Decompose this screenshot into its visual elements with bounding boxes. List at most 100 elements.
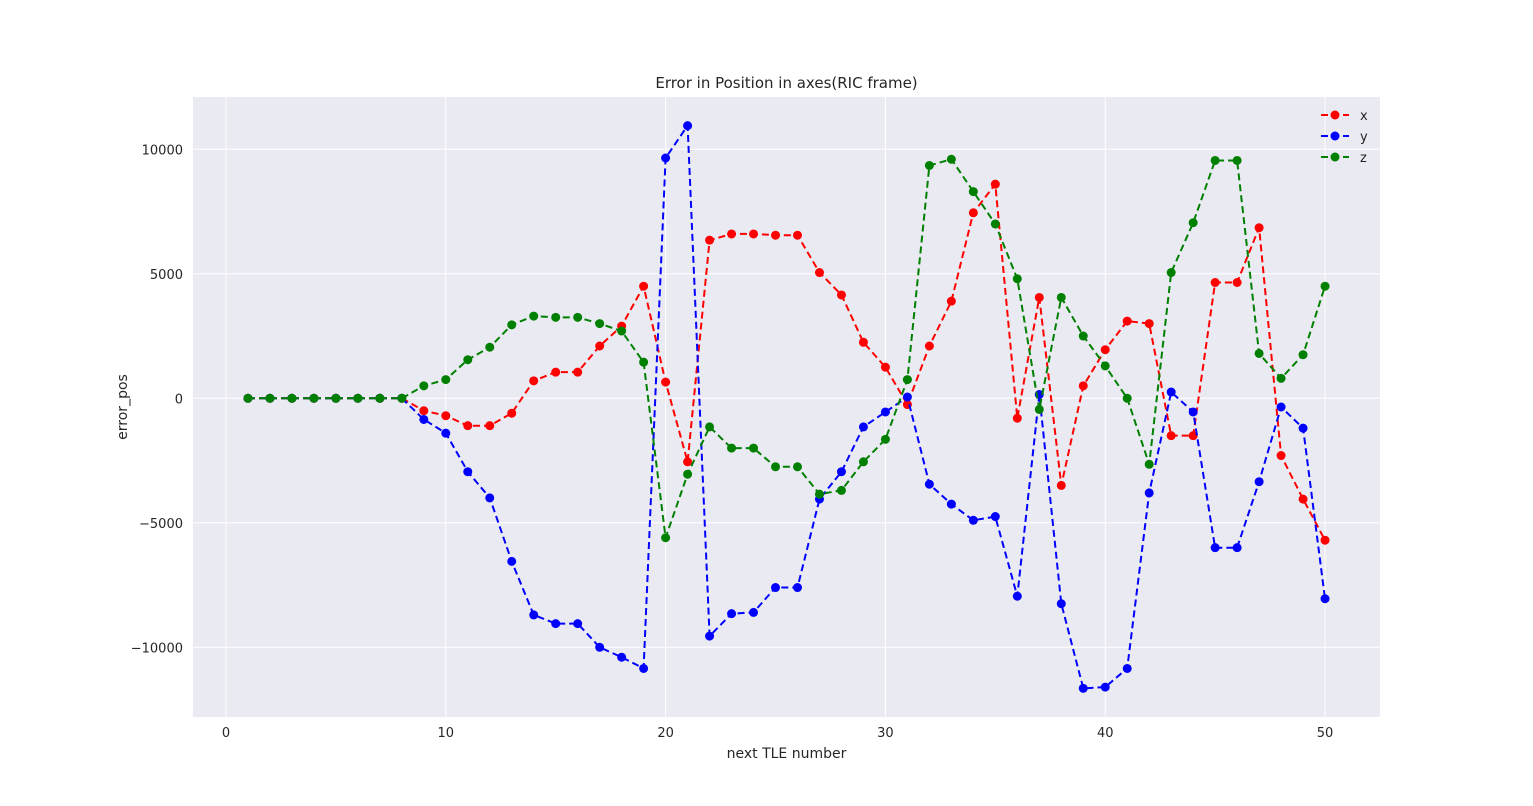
data-point-z — [419, 381, 429, 391]
data-point-z — [1210, 155, 1220, 165]
series-y — [243, 121, 1330, 693]
data-point-z — [463, 355, 473, 365]
data-point-z — [902, 375, 912, 385]
data-point-z — [990, 219, 1000, 229]
data-point-y — [1144, 488, 1154, 498]
legend-item-z: z — [1321, 151, 1367, 166]
data-point-x — [595, 341, 605, 351]
data-point-y — [1210, 543, 1220, 553]
data-point-z — [727, 443, 737, 453]
data-point-x — [1100, 345, 1110, 355]
data-point-z — [595, 319, 605, 329]
data-point-y — [507, 556, 517, 566]
data-point-z — [683, 469, 693, 479]
data-point-x — [639, 281, 649, 291]
data-point-z — [1122, 393, 1132, 403]
data-point-y — [1276, 402, 1286, 412]
data-point-x — [551, 367, 561, 377]
data-point-z — [243, 393, 253, 403]
x-tick-label: 20 — [657, 726, 674, 741]
data-point-z — [1254, 348, 1264, 358]
data-point-x — [1012, 413, 1022, 423]
data-point-z — [1144, 459, 1154, 469]
data-point-z — [331, 393, 341, 403]
data-point-x — [880, 362, 890, 372]
data-point-x — [858, 337, 868, 347]
data-point-z — [1056, 292, 1066, 302]
data-point-z — [946, 154, 956, 164]
data-point-x — [1254, 223, 1264, 233]
data-point-y — [990, 512, 1000, 522]
data-point-y — [836, 467, 846, 477]
data-point-x — [771, 230, 781, 240]
data-point-x — [1232, 278, 1242, 288]
data-point-z — [749, 443, 759, 453]
data-point-x — [1188, 431, 1198, 441]
data-point-y — [1078, 683, 1088, 693]
data-point-x — [529, 376, 539, 386]
data-point-y — [1012, 591, 1022, 601]
data-point-x — [1166, 431, 1176, 441]
y-axis: −10000 −5000 0 5000 10000 — [131, 143, 183, 656]
data-point-z — [1100, 361, 1110, 371]
data-point-z — [1320, 281, 1330, 291]
data-point-y — [968, 515, 978, 525]
data-point-y — [1254, 477, 1264, 487]
data-point-y — [1232, 543, 1242, 553]
legend-marker — [1330, 152, 1340, 162]
data-point-z — [968, 187, 978, 197]
data-point-z — [1188, 218, 1198, 228]
x-tick-label: 0 — [222, 726, 230, 741]
legend: xyz — [1321, 109, 1368, 166]
data-point-z — [397, 393, 407, 403]
data-point-z — [287, 393, 297, 403]
x-tick-label: 40 — [1097, 726, 1114, 741]
data-point-z — [617, 326, 627, 336]
data-point-y — [771, 583, 781, 593]
legend-label: z — [1360, 151, 1367, 166]
data-point-y — [661, 153, 671, 163]
legend-label: y — [1360, 130, 1368, 145]
data-point-z — [639, 357, 649, 367]
y-tick-label: 0 — [175, 392, 183, 407]
data-point-z — [1298, 350, 1308, 360]
data-point-y — [551, 619, 561, 629]
data-point-y — [639, 663, 649, 673]
data-point-x — [924, 341, 934, 351]
y-tick-label: 5000 — [150, 268, 183, 283]
data-point-y — [946, 499, 956, 509]
data-point-z — [573, 312, 583, 322]
data-point-x — [419, 406, 429, 416]
data-point-x — [990, 179, 1000, 189]
data-point-z — [880, 434, 890, 444]
data-point-x — [1298, 494, 1308, 504]
data-point-z — [858, 457, 868, 467]
data-point-x — [1276, 451, 1286, 461]
legend-marker — [1330, 110, 1340, 120]
data-point-y — [595, 642, 605, 652]
data-point-z — [485, 342, 495, 352]
data-point-z — [836, 485, 846, 495]
data-point-x — [1056, 480, 1066, 490]
data-point-y — [573, 619, 583, 629]
data-point-y — [1100, 682, 1110, 692]
data-point-x — [792, 230, 802, 240]
data-point-y — [1320, 594, 1330, 604]
data-point-x — [573, 367, 583, 377]
data-point-z — [551, 312, 561, 322]
x-tick-label: 50 — [1317, 726, 1334, 741]
data-point-y — [858, 422, 868, 432]
data-point-z — [924, 160, 934, 170]
y-tick-label: −10000 — [131, 641, 183, 656]
plot-area — [193, 97, 1380, 717]
data-point-x — [485, 421, 495, 431]
data-point-y — [924, 479, 934, 489]
data-point-x — [441, 411, 451, 421]
data-point-y — [1188, 407, 1198, 417]
data-point-x — [968, 208, 978, 218]
chart-title: Error in Position in axes(RIC frame) — [655, 74, 917, 92]
data-point-x — [749, 229, 759, 239]
x-axis-label: next TLE number — [727, 746, 847, 762]
data-point-z — [1166, 268, 1176, 278]
